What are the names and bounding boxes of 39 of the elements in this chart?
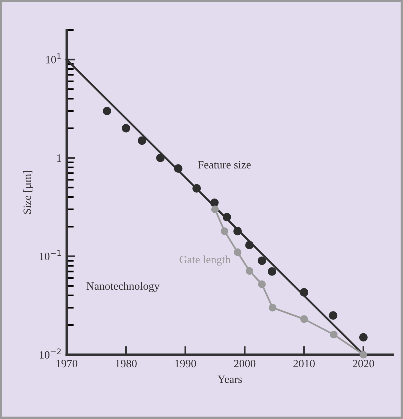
y-tick-label: 10$^{1}$ (46, 54, 61, 64)
x-axis-title: Years (218, 376, 242, 384)
point (330, 330, 338, 339)
series-label: Feature size (198, 161, 251, 169)
point (138, 136, 147, 146)
x-tick-label: 2000 (234, 360, 256, 368)
point (269, 304, 277, 312)
point (103, 106, 112, 116)
x-tick-label: 1970 (56, 360, 78, 368)
point (234, 227, 242, 236)
y-axis-title: Size [µm] (23, 171, 34, 214)
point (156, 154, 165, 162)
x-tick-label: 2020 (353, 360, 374, 368)
point (234, 248, 242, 256)
x-tick-label: 1990 (175, 360, 196, 368)
series-label: Gate length (180, 256, 231, 266)
point (268, 268, 276, 276)
y-tick-label: 10$^{−1}$ (40, 250, 61, 260)
point (258, 280, 266, 288)
point (245, 241, 254, 250)
x-tick-label: 2010 (294, 360, 315, 368)
point (122, 124, 130, 133)
y-tick-label: 1 (57, 154, 62, 162)
point (359, 333, 368, 342)
point (192, 184, 202, 193)
y-tick-label: 10$^{−2}$ (40, 348, 61, 359)
point (174, 164, 183, 174)
point (222, 213, 232, 222)
point (211, 206, 220, 214)
point (329, 312, 338, 320)
x-tick-label: 1980 (116, 360, 137, 368)
point (220, 228, 229, 236)
point (300, 315, 308, 324)
point (258, 256, 266, 266)
point (300, 288, 309, 297)
annotation: Nanotechnology (86, 282, 160, 292)
point (246, 267, 254, 275)
point (210, 198, 219, 208)
point (360, 351, 368, 359)
